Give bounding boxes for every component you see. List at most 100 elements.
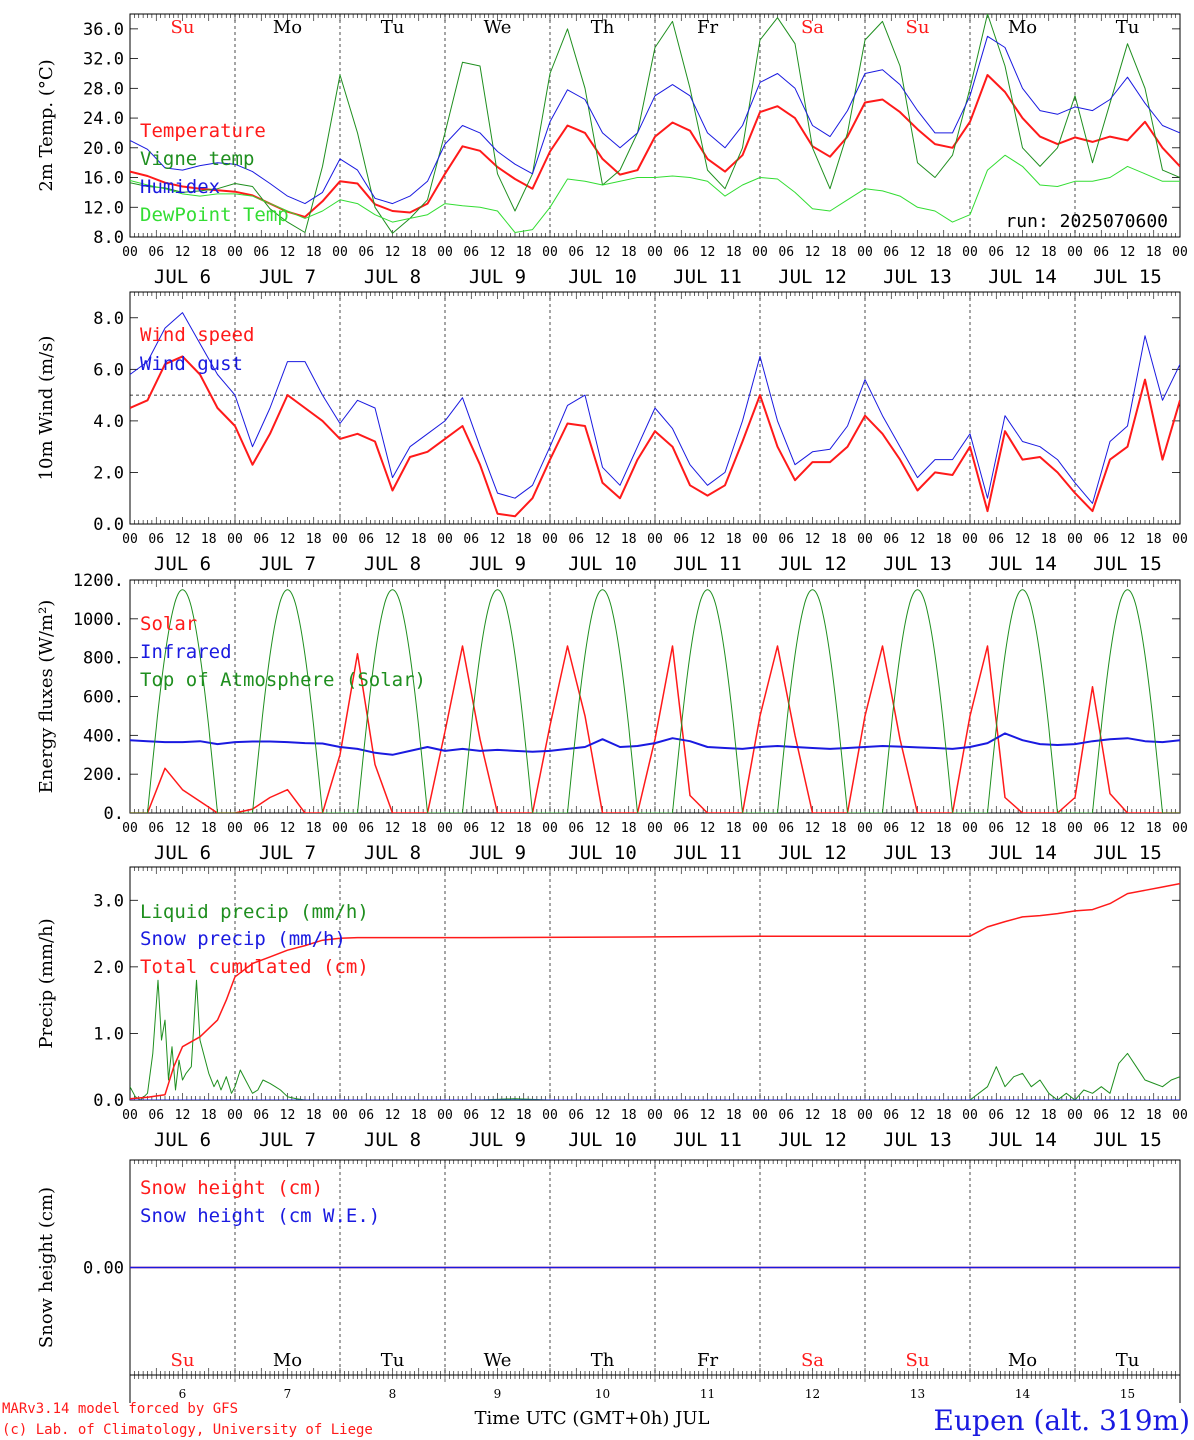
panel-wind: 0.0 2.0 4.0 6.0 8.0 10m Wind (m/s) Wind speed W… bbox=[36, 291, 1188, 575]
hour-tick-label: 18 bbox=[306, 1108, 322, 1123]
hour-tick-label: 00 bbox=[227, 821, 243, 836]
day-number: 15 bbox=[1120, 1387, 1135, 1401]
series-line-vigne-temp bbox=[130, 14, 1180, 234]
y-tick-label: 16.0 bbox=[83, 169, 124, 189]
series-line-solar bbox=[130, 645, 1180, 813]
hour-tick-label: 06 bbox=[568, 245, 584, 260]
day-label: JUL 13 bbox=[883, 1129, 952, 1151]
hour-tick-label: 12 bbox=[910, 532, 926, 547]
weekday-label: Mo bbox=[273, 17, 302, 38]
y-tick-label: 400. bbox=[83, 726, 124, 746]
hour-tick-label: 00 bbox=[962, 245, 978, 260]
day-label: JUL 6 bbox=[154, 842, 211, 864]
hour-tick-label: 18 bbox=[411, 821, 427, 836]
hour-tick-label: 12 bbox=[910, 245, 926, 260]
hour-tick-label: 06 bbox=[253, 532, 269, 547]
hour-tick-label: 06 bbox=[148, 1108, 164, 1123]
hour-tick-label: 18 bbox=[621, 245, 637, 260]
weekday-label: Fr bbox=[697, 17, 718, 38]
day-label: JUL 7 bbox=[259, 1129, 316, 1151]
day-label: JUL 9 bbox=[469, 842, 526, 864]
day-label: JUL 15 bbox=[1093, 266, 1162, 288]
legend-entry: Total cumulated (cm) bbox=[140, 956, 369, 978]
hour-tick-label: 06 bbox=[883, 532, 899, 547]
day-label: JUL 6 bbox=[154, 1129, 211, 1151]
hour-tick-label: 12 bbox=[1015, 821, 1031, 836]
hour-tick-label: 06 bbox=[568, 821, 584, 836]
day-label: JUL 15 bbox=[1093, 1129, 1162, 1151]
hour-tick-label: 18 bbox=[1146, 532, 1162, 547]
hour-tick-label: 06 bbox=[568, 532, 584, 547]
series-line-top-of-atmosphere-solar- bbox=[130, 589, 1180, 813]
hour-tick-label: 18 bbox=[1041, 245, 1057, 260]
hour-tick-label: 12 bbox=[1120, 821, 1136, 836]
hour-tick-label: 00 bbox=[752, 821, 768, 836]
hour-tick-label: 12 bbox=[805, 821, 821, 836]
hour-tick-label: 18 bbox=[831, 1108, 847, 1123]
day-label: JUL 11 bbox=[673, 553, 742, 575]
legend-entry: Infrared bbox=[140, 641, 232, 663]
hour-tick-label: 06 bbox=[148, 821, 164, 836]
day-label: JUL 8 bbox=[364, 266, 421, 288]
hour-tick-label: 12 bbox=[490, 532, 506, 547]
hour-tick-label: 18 bbox=[411, 245, 427, 260]
hour-tick-label: 18 bbox=[621, 821, 637, 836]
hour-tick-label: 00 bbox=[962, 532, 978, 547]
day-label: JUL 8 bbox=[364, 842, 421, 864]
hour-tick-label: 18 bbox=[621, 1108, 637, 1123]
day-label: JUL 8 bbox=[364, 1129, 421, 1151]
hour-tick-label: 06 bbox=[778, 532, 794, 547]
panels: 8.0 12.0 16.0 20.0 24.0 28.0 32.0 36.0 2m Temp. … bbox=[36, 13, 1188, 1403]
day-label: JUL 7 bbox=[259, 266, 316, 288]
hour-tick-label: 12 bbox=[805, 1108, 821, 1123]
day-number: 8 bbox=[389, 1387, 397, 1401]
series-line-wind-gust bbox=[130, 312, 1180, 504]
series-line-wind-speed bbox=[130, 355, 1180, 518]
day-label: JUL 9 bbox=[469, 553, 526, 575]
hour-tick-label: 06 bbox=[673, 821, 689, 836]
hour-tick-label: 00 bbox=[857, 821, 873, 836]
hour-tick-label: 00 bbox=[542, 245, 558, 260]
day-number: 11 bbox=[700, 1387, 715, 1401]
weekday-label: Su bbox=[906, 17, 930, 38]
hour-tick-label: 18 bbox=[936, 1108, 952, 1123]
legend-entry: Wind speed bbox=[140, 324, 254, 346]
hour-tick-label: 00 bbox=[227, 245, 243, 260]
weekday-label-bottom: Tu bbox=[1116, 1350, 1140, 1371]
hour-tick-label: 12 bbox=[595, 1108, 611, 1123]
hour-tick-label: 00 bbox=[122, 1108, 138, 1123]
hour-tick-label: 12 bbox=[700, 532, 716, 547]
hour-tick-label: 06 bbox=[358, 1108, 374, 1123]
hour-tick-label: 06 bbox=[988, 245, 1004, 260]
y-axis-title: Snow height (cm) bbox=[36, 1187, 57, 1348]
hour-tick-label: 06 bbox=[1093, 1108, 1109, 1123]
hour-tick-label: 18 bbox=[306, 532, 322, 547]
hour-tick-label: 00 bbox=[647, 821, 663, 836]
legend-entry: DewPoint Temp bbox=[140, 204, 289, 226]
hour-tick-label: 18 bbox=[726, 245, 742, 260]
legend-entry: Snow precip (mm/h) bbox=[140, 928, 346, 950]
y-tick-label: 2.0 bbox=[93, 463, 124, 483]
hour-tick-label: 06 bbox=[883, 821, 899, 836]
y-tick-label: 12.0 bbox=[83, 198, 124, 218]
day-label: JUL 11 bbox=[673, 1129, 742, 1151]
weekday-label-bottom: Sa bbox=[801, 1350, 824, 1371]
credit-line-1: MARv3.14 model forced by GFS bbox=[2, 1401, 238, 1417]
hour-tick-label: 00 bbox=[1067, 1108, 1083, 1123]
panel-temp: 8.0 12.0 16.0 20.0 24.0 28.0 32.0 36.0 2m Temp. … bbox=[36, 13, 1188, 288]
day-number: 9 bbox=[494, 1387, 502, 1401]
legend-entry: Vigne temp bbox=[140, 148, 254, 170]
day-label: JUL 11 bbox=[673, 842, 742, 864]
hour-tick-label: 12 bbox=[1120, 245, 1136, 260]
hour-tick-label: 00 bbox=[1067, 245, 1083, 260]
hour-tick-label: 00 bbox=[227, 1108, 243, 1123]
hour-tick-label: 00 bbox=[752, 1108, 768, 1123]
hour-tick-label: 12 bbox=[700, 821, 716, 836]
hour-tick-label: 06 bbox=[463, 821, 479, 836]
hour-tick-label: 12 bbox=[595, 245, 611, 260]
hour-tick-label: 12 bbox=[490, 1108, 506, 1123]
y-axis-title: 10m Wind (m/s) bbox=[36, 336, 57, 481]
hour-tick-label: 18 bbox=[1146, 1108, 1162, 1123]
hour-tick-label: 18 bbox=[516, 245, 532, 260]
y-tick-label: 0. bbox=[104, 804, 124, 824]
